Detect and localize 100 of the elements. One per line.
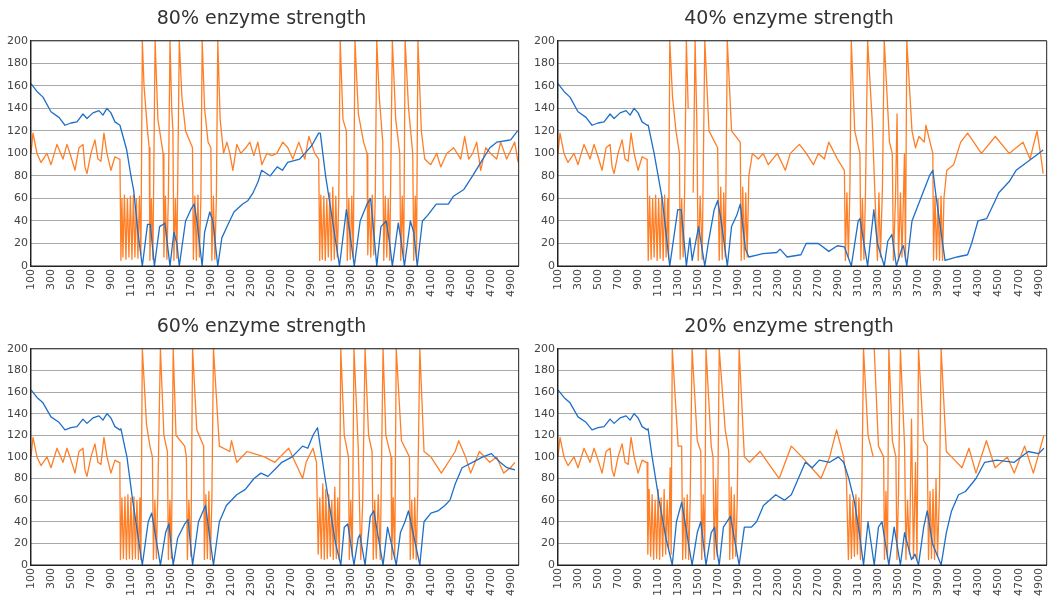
x-tick-label: 4300 <box>971 269 985 298</box>
x-tick-label: 300 <box>570 568 584 590</box>
x-tick-label: 4100 <box>951 269 965 298</box>
y-tick-label: 80 <box>541 471 555 485</box>
x-tick-label: 500 <box>63 269 77 291</box>
y-tick-label: 200 <box>7 33 28 47</box>
x-tick-label: 2500 <box>791 568 805 597</box>
x-tick-label: 4700 <box>1011 269 1025 298</box>
x-tick-label: 2100 <box>223 269 237 298</box>
x-tick-label: 700 <box>83 269 97 291</box>
chart-title: 60% enzyme strength <box>156 314 367 337</box>
y-tick-label: 100 <box>7 449 28 463</box>
x-tick-label: 2300 <box>771 269 785 298</box>
x-tick-label: 2500 <box>263 568 277 597</box>
x-tick-label: 3900 <box>931 269 945 298</box>
y-tick-label: 20 <box>541 536 555 550</box>
y-tick-label: 40 <box>14 514 28 528</box>
x-tick-label: 3100 <box>851 568 865 597</box>
x-tick-label: 1500 <box>691 568 705 597</box>
x-tick-label: 500 <box>590 568 604 590</box>
x-tick-label: 900 <box>103 269 117 291</box>
x-tick-label: 2900 <box>303 568 317 597</box>
y-tick-label: 200 <box>7 341 28 355</box>
y-tick-label: 80 <box>14 471 28 485</box>
x-tick-label: 1300 <box>143 568 157 597</box>
chart-title: 20% enzyme strength <box>684 314 894 337</box>
x-tick-label: 900 <box>630 269 644 291</box>
y-tick-label: 160 <box>534 78 555 92</box>
y-tick-label: 80 <box>541 168 555 182</box>
x-tick-label: 900 <box>103 568 117 590</box>
x-tick-label: 2900 <box>303 269 317 298</box>
x-tick-label: 3500 <box>363 568 377 597</box>
x-tick-label: 3700 <box>383 568 397 597</box>
x-tick-label: 1700 <box>183 269 197 298</box>
y-tick-label: 180 <box>7 363 28 377</box>
chart-title: 80% enzyme strength <box>156 6 367 29</box>
chart-title: 40% enzyme strength <box>684 6 894 29</box>
x-tick-label: 1500 <box>163 568 177 597</box>
y-tick-label: 120 <box>534 123 555 137</box>
x-tick-label: 3300 <box>343 568 357 597</box>
y-tick-label: 200 <box>534 33 555 47</box>
x-tick-label: 3100 <box>323 269 337 298</box>
x-tick-label: 1300 <box>671 568 685 597</box>
x-tick-label: 1500 <box>163 269 177 298</box>
y-tick-label: 60 <box>14 493 28 506</box>
x-tick-label: 2700 <box>811 568 825 597</box>
x-tick-label: 2100 <box>223 568 237 597</box>
x-tick-label: 300 <box>570 269 584 291</box>
y-tick-label: 100 <box>7 146 28 160</box>
y-tick-label: 100 <box>534 146 555 160</box>
x-tick-label: 2100 <box>751 568 765 597</box>
x-tick-label: 2500 <box>263 269 277 298</box>
x-tick-label: 4900 <box>503 269 517 298</box>
y-tick-label: 40 <box>541 514 555 528</box>
x-tick-label: 4100 <box>423 568 437 597</box>
x-tick-label: 3300 <box>871 568 885 597</box>
x-tick-label: 4900 <box>1031 568 1045 597</box>
x-tick-label: 4100 <box>423 269 437 298</box>
y-tick-label: 100 <box>534 449 555 463</box>
x-tick-label: 4500 <box>463 568 477 597</box>
x-tick-label: 3700 <box>911 568 925 597</box>
y-tick-label: 180 <box>534 363 555 377</box>
x-tick-label: 2500 <box>791 269 805 298</box>
y-tick-label: 160 <box>534 384 555 398</box>
x-tick-label: 4300 <box>971 568 985 597</box>
x-tick-label: 500 <box>590 269 604 291</box>
x-tick-label: 500 <box>63 568 77 590</box>
x-tick-label: 3100 <box>323 568 337 597</box>
x-tick-label: 3500 <box>891 568 905 597</box>
x-tick-label: 3900 <box>403 568 417 597</box>
x-tick-label: 1700 <box>183 568 197 597</box>
x-tick-label: 4500 <box>991 568 1005 597</box>
x-tick-label: 700 <box>610 568 624 590</box>
x-tick-label: 1900 <box>731 269 745 298</box>
x-tick-label: 1100 <box>123 568 137 597</box>
y-tick-label: 200 <box>534 341 555 355</box>
x-tick-label: 300 <box>43 568 57 590</box>
x-tick-label: 3900 <box>931 568 945 597</box>
x-tick-label: 1900 <box>203 269 217 298</box>
y-tick-label: 60 <box>541 191 555 205</box>
y-tick-label: 140 <box>7 101 28 115</box>
x-tick-label: 2700 <box>283 269 297 298</box>
x-tick-label: 4500 <box>463 269 477 298</box>
y-tick-label: 20 <box>541 236 555 250</box>
x-tick-label: 1100 <box>651 269 664 298</box>
x-tick-label: 2900 <box>831 269 845 298</box>
x-tick-label: 4300 <box>443 269 457 298</box>
x-tick-label: 700 <box>610 269 624 291</box>
y-tick-label: 180 <box>534 56 555 70</box>
y-tick-label: 20 <box>14 536 28 550</box>
y-tick-label: 120 <box>534 428 555 442</box>
y-tick-label: 120 <box>7 428 28 442</box>
y-tick-label: 40 <box>541 213 555 227</box>
x-tick-label: 2900 <box>831 568 845 597</box>
y-tick-label: 140 <box>7 406 28 420</box>
x-tick-label: 2300 <box>771 568 785 597</box>
x-tick-label: 4300 <box>443 568 457 597</box>
x-tick-label: 4100 <box>951 568 965 597</box>
x-tick-label: 2700 <box>283 568 297 597</box>
y-tick-label: 140 <box>534 406 555 420</box>
